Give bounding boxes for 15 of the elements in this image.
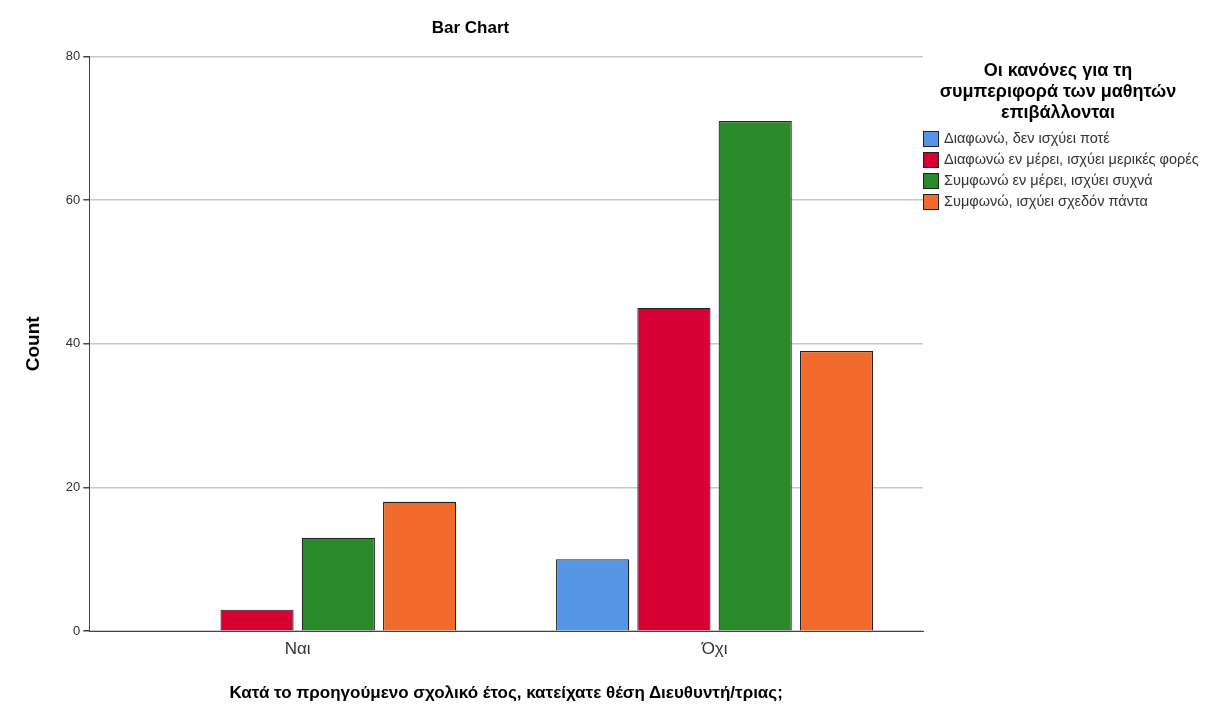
legend-label: Διαφωνώ εν μέρει, ισχύει μερικές φορές xyxy=(944,151,1199,167)
legend-label: Διαφωνώ, δεν ισχύει ποτέ xyxy=(944,130,1110,146)
x-tick-label: Όχι xyxy=(700,639,728,659)
chart-title: Bar Chart xyxy=(431,17,510,37)
x-tick-label: Ναι xyxy=(284,639,311,659)
legend-title: Οι κανόνες για τη συμπεριφορά των μαθητών επιβάλλονται xyxy=(938,60,1178,123)
y-tick-label: 40 xyxy=(65,335,81,351)
y-tick-label: 20 xyxy=(65,479,81,495)
legend-label: Συμφωνώ, ισχύει σχεδόν πάντα xyxy=(944,193,1148,209)
y-tick-label: 60 xyxy=(65,191,81,207)
legend-label: Συμφωνώ εν μέρει, ισχύει συχνά xyxy=(944,172,1153,188)
y-tick-label: 0 xyxy=(73,622,81,638)
y-tick-label: 80 xyxy=(65,47,81,63)
y-axis-title: Count xyxy=(21,315,43,372)
x-axis-title: Κατά το προηγούμενο σχολικό έτος, κατείχατε θέση Διευθυντή/τριας; xyxy=(229,683,783,703)
